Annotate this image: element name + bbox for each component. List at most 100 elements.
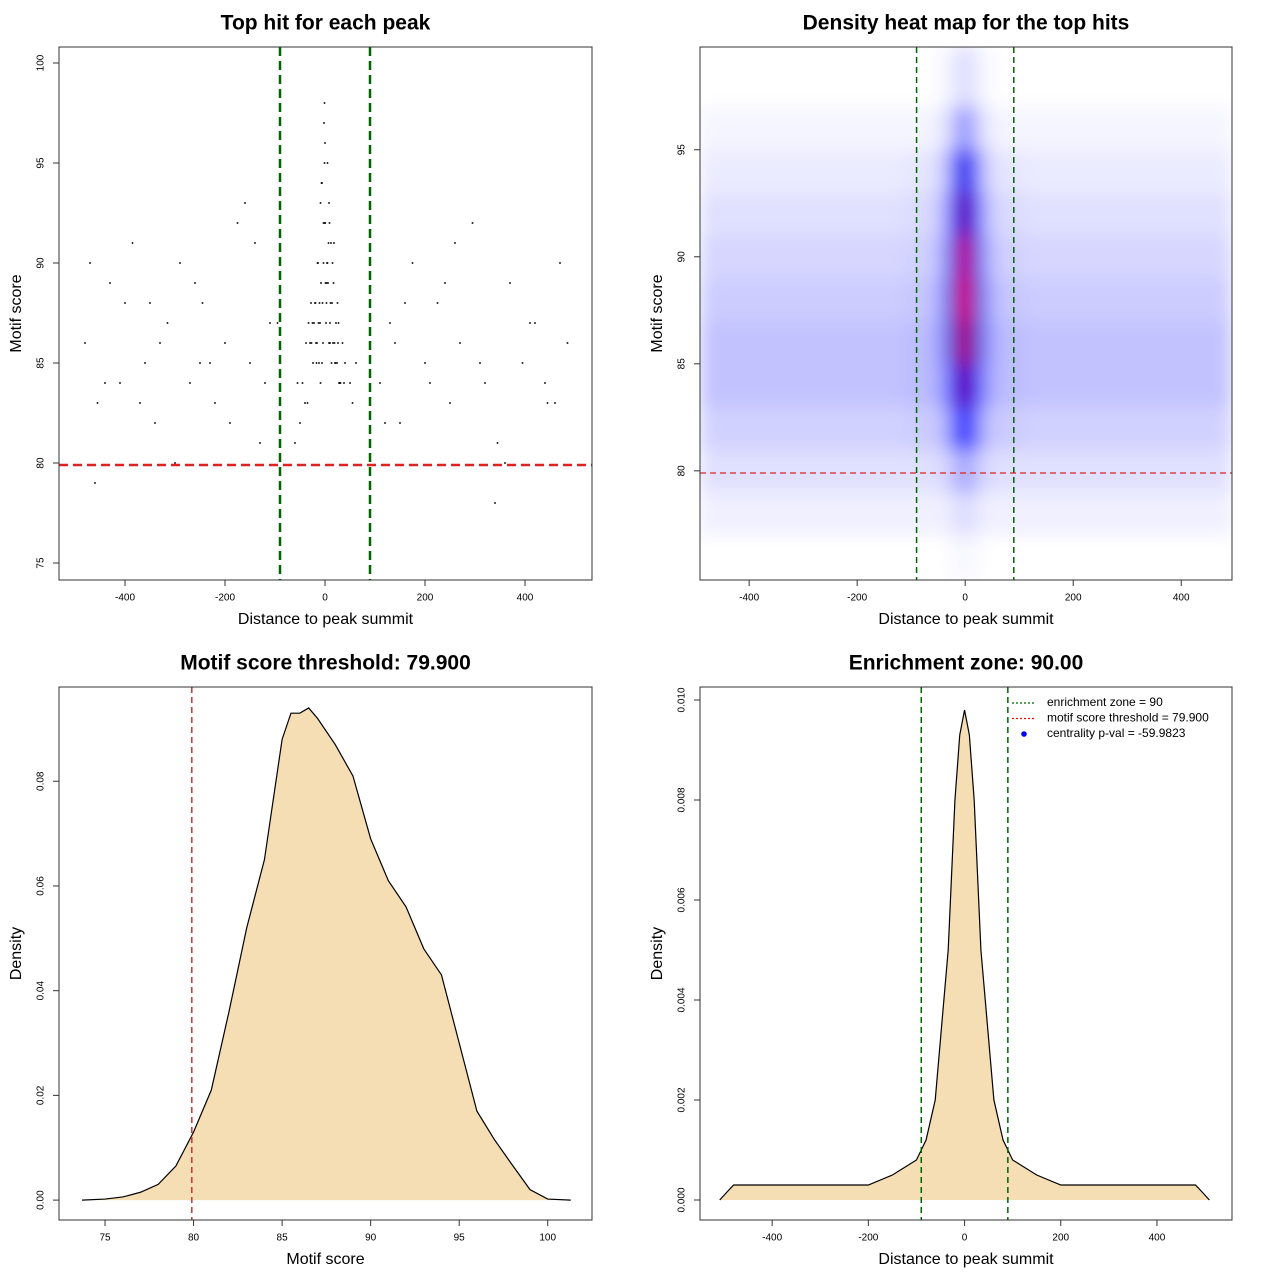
heat-cell (959, 149, 972, 194)
point (314, 302, 317, 304)
heat-cell (970, 277, 982, 322)
heat-cell (980, 106, 997, 151)
heat-cell (995, 406, 1027, 450)
heat-cell (980, 406, 997, 450)
plot-frame (58, 686, 593, 1221)
heat-cell (995, 320, 1027, 365)
heat-cell (933, 106, 950, 151)
x-tick-label: 100 (539, 1233, 556, 1244)
point (335, 322, 337, 324)
point (154, 422, 156, 424)
y-tick-label: 0.02 (36, 1085, 47, 1105)
heat-cell (995, 491, 1027, 536)
heat-cell (700, 406, 750, 450)
plot-frame (699, 686, 1233, 1221)
density-line (81, 707, 571, 1201)
point (324, 282, 327, 284)
x-tick-label: -400 (762, 1233, 782, 1244)
heat-cell (1126, 47, 1182, 108)
heat-cell (802, 534, 858, 580)
point (411, 262, 414, 264)
plot-area (81, 687, 571, 1220)
heat-cell (748, 106, 804, 151)
point (337, 342, 339, 344)
point (306, 402, 309, 404)
heat-cell (980, 534, 997, 580)
heat-cell (948, 491, 961, 536)
heat-cell (1180, 406, 1232, 450)
point (341, 342, 344, 344)
heat-cell (748, 47, 804, 108)
heat-cell (959, 363, 972, 408)
plot-area (700, 47, 1232, 580)
point (325, 282, 328, 284)
point (327, 242, 330, 244)
y-tick-label: 0.002 (677, 1087, 688, 1112)
heat-cell (748, 149, 804, 194)
heatmap (700, 47, 1232, 580)
heat-cell (1025, 234, 1074, 279)
heat-cell (1072, 192, 1128, 236)
heat-cell (995, 234, 1027, 279)
heat-cell (856, 448, 905, 493)
point (333, 342, 336, 344)
heat-cell (1180, 534, 1232, 580)
heat-cell (748, 234, 804, 279)
heat-cell (1180, 192, 1232, 236)
heat-cell (802, 234, 858, 279)
heat-cell (959, 491, 972, 536)
point (321, 302, 324, 304)
heat-cell (700, 491, 750, 536)
heat-cell (700, 277, 750, 322)
panel: Enrichment zone: 90.00 Distance to peak s… (649, 652, 1233, 1268)
point (429, 382, 431, 384)
heat-cell (856, 534, 905, 580)
point (249, 362, 251, 364)
point (224, 342, 226, 344)
point (299, 422, 301, 424)
point (384, 422, 386, 424)
heat-cell (1126, 192, 1182, 236)
point (479, 362, 481, 364)
heat-cell (1025, 149, 1074, 194)
point (318, 362, 320, 364)
point (201, 302, 204, 304)
panel: Top hit for each peak Distance to peak su… (8, 12, 593, 628)
point (343, 382, 345, 384)
point (338, 382, 340, 384)
heat-cell (980, 448, 997, 493)
x-tick-label: 200 (417, 593, 434, 604)
point (394, 342, 396, 344)
heat-cell (903, 149, 935, 194)
heat-cell (959, 234, 972, 279)
heat-cell (802, 277, 858, 322)
y-tick-label: 75 (36, 557, 47, 569)
heat-cell (802, 149, 858, 194)
heat-cell (995, 192, 1027, 236)
point (312, 362, 314, 364)
legend-label: motif score threshold = 79.900 (1047, 711, 1209, 725)
heat-cell (948, 534, 961, 580)
heat-cell (970, 534, 982, 580)
heat-cell (995, 149, 1027, 194)
panel-title: Top hit for each peak (221, 12, 431, 35)
heat-cell (748, 320, 804, 365)
point (529, 322, 531, 324)
heat-cell (970, 234, 982, 279)
point (324, 142, 326, 144)
heat-cell (980, 192, 997, 236)
point (149, 302, 151, 304)
y-axis-label: Motif score (8, 274, 25, 352)
point (322, 222, 325, 224)
x-tick-label: 85 (277, 1233, 289, 1244)
point (269, 322, 271, 324)
point (322, 342, 324, 344)
point (89, 262, 91, 264)
plot-area (719, 687, 1210, 1220)
point (321, 362, 323, 364)
x-tick-label: 0 (322, 593, 328, 604)
point (304, 402, 306, 404)
heat-cell (748, 406, 804, 450)
heat-cell (700, 363, 750, 408)
heat-cell (1180, 106, 1232, 151)
